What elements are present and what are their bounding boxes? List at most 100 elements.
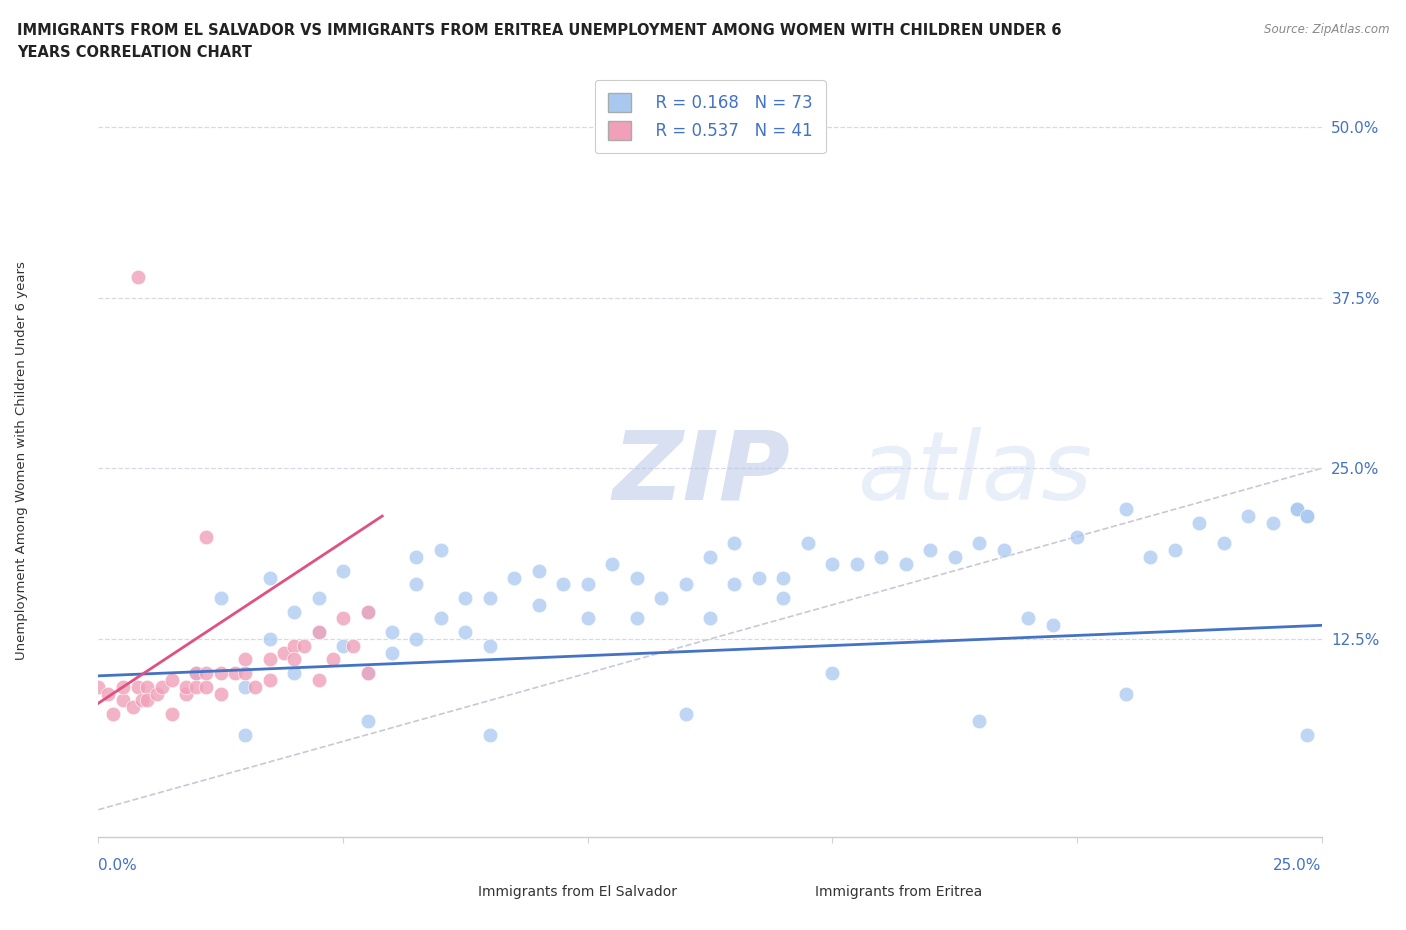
Point <box>1115 686 1137 701</box>
Point <box>478 591 501 605</box>
Point <box>150 679 173 694</box>
Text: Source: ZipAtlas.com: Source: ZipAtlas.com <box>1264 23 1389 36</box>
Point <box>146 686 169 701</box>
Point <box>209 666 232 681</box>
Point <box>699 550 721 565</box>
Point <box>356 713 378 728</box>
Text: 0.0%: 0.0% <box>98 857 138 872</box>
Point <box>1066 529 1088 544</box>
Point <box>127 270 149 285</box>
Point <box>600 556 623 571</box>
Legend:   R = 0.168   N = 73,   R = 0.537   N = 41: R = 0.168 N = 73, R = 0.537 N = 41 <box>595 80 825 153</box>
Point <box>308 625 330 640</box>
Point <box>772 570 794 585</box>
Point <box>1164 543 1187 558</box>
Point <box>845 556 868 571</box>
Point <box>273 645 295 660</box>
Point <box>160 672 183 687</box>
Point <box>332 564 354 578</box>
Point <box>233 666 256 681</box>
Point <box>356 604 378 619</box>
Point <box>209 591 232 605</box>
Point <box>478 638 501 653</box>
Point <box>356 666 378 681</box>
Point <box>381 625 404 640</box>
Point <box>797 536 820 551</box>
Point <box>259 672 281 687</box>
Point <box>111 693 134 708</box>
Point <box>308 625 330 640</box>
Point <box>195 666 218 681</box>
Text: atlas: atlas <box>856 427 1092 520</box>
Point <box>342 638 364 653</box>
Point <box>894 556 917 571</box>
Point <box>283 666 305 681</box>
Point <box>356 604 378 619</box>
Point <box>111 679 134 694</box>
Point <box>723 577 745 591</box>
Point <box>259 652 281 667</box>
Text: YEARS CORRELATION CHART: YEARS CORRELATION CHART <box>17 45 252 60</box>
Point <box>131 693 153 708</box>
Point <box>943 550 966 565</box>
Point <box>1296 509 1319 524</box>
Point <box>1017 611 1039 626</box>
Point <box>675 577 697 591</box>
Point <box>186 679 208 694</box>
Point <box>259 631 281 646</box>
Point <box>967 713 990 728</box>
Point <box>243 679 266 694</box>
Point <box>1188 515 1211 530</box>
Point <box>748 570 770 585</box>
Point <box>233 679 256 694</box>
Point <box>405 577 427 591</box>
Point <box>478 727 501 742</box>
Point <box>195 529 218 544</box>
Point <box>381 645 404 660</box>
Point <box>1296 727 1319 742</box>
Point <box>233 652 256 667</box>
Point <box>1212 536 1234 551</box>
Point <box>723 536 745 551</box>
Point <box>527 564 550 578</box>
Point <box>772 591 794 605</box>
Point <box>195 679 218 694</box>
Text: 25.0%: 25.0% <box>1274 857 1322 872</box>
Point <box>553 577 575 591</box>
Point <box>1286 502 1309 517</box>
Point <box>136 679 159 694</box>
Text: Unemployment Among Women with Children Under 6 years: Unemployment Among Women with Children U… <box>14 261 28 659</box>
Point <box>920 543 942 558</box>
Point <box>454 591 477 605</box>
Text: IMMIGRANTS FROM EL SALVADOR VS IMMIGRANTS FROM ERITREA UNEMPLOYMENT AMONG WOMEN : IMMIGRANTS FROM EL SALVADOR VS IMMIGRANT… <box>17 23 1062 38</box>
Point <box>136 693 159 708</box>
Point <box>97 686 120 701</box>
Point <box>405 550 427 565</box>
Point <box>993 543 1015 558</box>
Point <box>176 679 198 694</box>
Point <box>160 707 183 722</box>
Point <box>967 536 990 551</box>
Point <box>186 666 208 681</box>
Point <box>1286 502 1309 517</box>
Point <box>1237 509 1260 524</box>
Point <box>576 611 599 626</box>
Point <box>870 550 893 565</box>
Point <box>1139 550 1161 565</box>
Point <box>283 652 305 667</box>
Point <box>186 666 208 681</box>
Point <box>332 638 354 653</box>
Text: Immigrants from El Salvador: Immigrants from El Salvador <box>478 884 678 899</box>
Point <box>650 591 672 605</box>
Point <box>121 699 143 714</box>
Point <box>224 666 246 681</box>
Point <box>821 666 844 681</box>
Point <box>626 611 648 626</box>
Point <box>430 543 453 558</box>
Point <box>292 638 315 653</box>
Point <box>405 631 427 646</box>
Text: Immigrants from Eritrea: Immigrants from Eritrea <box>815 884 983 899</box>
Point <box>503 570 526 585</box>
Point <box>209 686 232 701</box>
Point <box>308 672 330 687</box>
